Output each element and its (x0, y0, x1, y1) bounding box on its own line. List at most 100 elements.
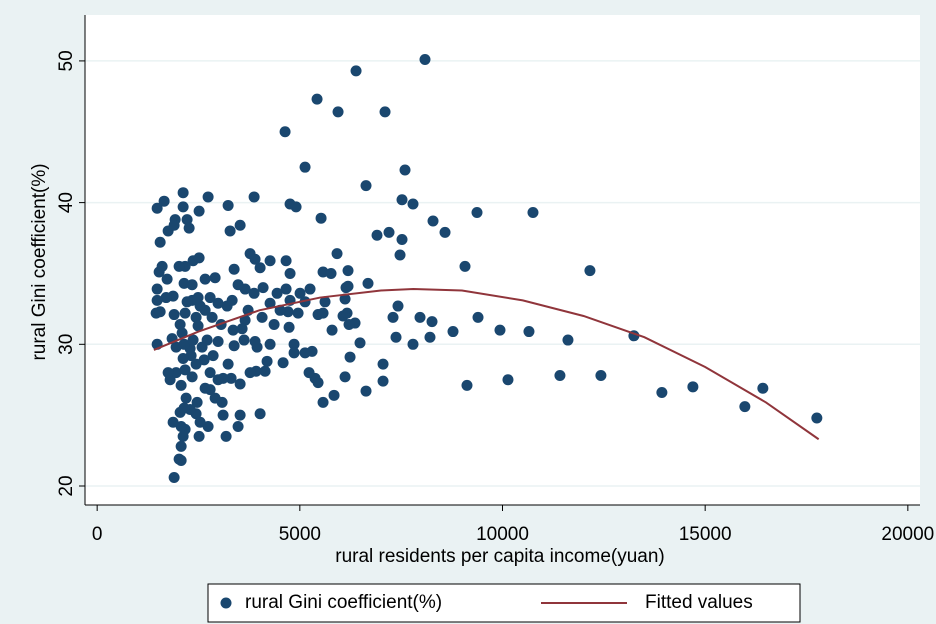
scatter-point (325, 267, 337, 279)
scatter-point (161, 273, 173, 285)
legend-marker (220, 597, 232, 609)
scatter-point (156, 260, 168, 272)
scatter-point (191, 396, 203, 408)
scatter-point (259, 365, 271, 377)
scatter-point (160, 292, 172, 304)
scatter-point (228, 340, 240, 352)
scatter-point (502, 374, 514, 386)
scatter-point (339, 293, 351, 305)
legend: rural Gini coefficient(%) Fitted values (220, 592, 753, 613)
scatter-point (181, 296, 193, 308)
scatter-point (207, 350, 219, 362)
scatter-point (299, 161, 311, 173)
scatter-point (459, 260, 471, 272)
scatter-point (192, 320, 204, 332)
scatter-point (212, 297, 224, 309)
x-tick-label: 5000 (279, 524, 321, 545)
scatter-point (377, 375, 389, 387)
scatter-point (383, 226, 395, 238)
scatter-point (190, 358, 202, 370)
scatter-point (757, 382, 769, 394)
scatter-point (196, 341, 208, 353)
scatter-point (414, 311, 426, 323)
scatter-point (199, 304, 211, 316)
scatter-point (264, 297, 276, 309)
scatter-point (175, 379, 187, 391)
scatter-point (194, 416, 206, 428)
scatter-point (176, 327, 188, 339)
scatter-point (471, 207, 483, 219)
scatter-point (294, 287, 306, 299)
scatter-point (299, 296, 311, 308)
scatter-point (227, 324, 239, 336)
scatter-point (339, 371, 351, 383)
scatter-point (193, 205, 205, 217)
scatter-point (317, 396, 329, 408)
scatter-point (151, 283, 163, 295)
scatter-point (344, 351, 356, 363)
scatter-point (317, 307, 329, 319)
scatter-point (315, 212, 327, 224)
scatter-point (304, 283, 316, 295)
scatter-point (595, 369, 607, 381)
scatter-point (254, 262, 266, 274)
x-tick-label: 20000 (881, 524, 934, 545)
scatter-point (175, 455, 187, 467)
scatter-point (183, 222, 195, 234)
scatter-point (175, 440, 187, 452)
scatter-point (439, 226, 451, 238)
scatter-point (177, 352, 189, 364)
scatter-point (326, 324, 338, 336)
scatter-point (193, 430, 205, 442)
scatter-point (523, 326, 535, 338)
scatter-point (283, 321, 295, 333)
scatter-point (168, 219, 180, 231)
legend-box (207, 583, 801, 623)
scatter-point (254, 408, 266, 420)
scatter-point (212, 335, 224, 347)
scatter-point (154, 236, 166, 248)
scatter-point (332, 106, 344, 118)
scatter-point (280, 283, 292, 295)
scatter-point (225, 372, 237, 384)
scatter-point (399, 164, 411, 176)
scatter-point (178, 338, 190, 350)
y-tick-label: 20 (56, 475, 77, 496)
scatter-point (292, 307, 304, 319)
scatter-point (186, 371, 198, 383)
scatter-point (190, 311, 202, 323)
scatter-point (234, 409, 246, 421)
scatter-point (248, 287, 260, 299)
scatter-point (238, 334, 250, 346)
scatter-point (220, 430, 232, 442)
scatter-point (371, 229, 383, 241)
scatter-point (224, 225, 236, 237)
scatter-point (204, 367, 216, 379)
scatter-point (179, 364, 191, 376)
scatter-point (687, 381, 699, 393)
scatter-point (232, 279, 244, 291)
scatter-point (331, 248, 343, 260)
plot-area (85, 15, 920, 505)
scatter-point (222, 358, 234, 370)
scatter-point (396, 194, 408, 206)
scatter-point (199, 273, 211, 285)
scatter-point (209, 272, 221, 284)
scatter-point (151, 202, 163, 214)
scatter-point (249, 253, 261, 265)
scatter-point (340, 282, 352, 294)
scatter-point (170, 367, 182, 379)
scatter-point (277, 357, 289, 369)
scatter-point (562, 334, 574, 346)
legend-label: rural Gini coefficient(%) (245, 592, 442, 613)
scatter-point (284, 267, 296, 279)
scatter-point (394, 249, 406, 261)
scatter-point (158, 195, 170, 207)
scatter-point (387, 311, 399, 323)
scatter-point (261, 355, 273, 367)
scatter-point (177, 201, 189, 213)
scatter-point (212, 374, 224, 386)
scatter-point (178, 402, 190, 414)
legend-label: Fitted values (645, 592, 753, 613)
